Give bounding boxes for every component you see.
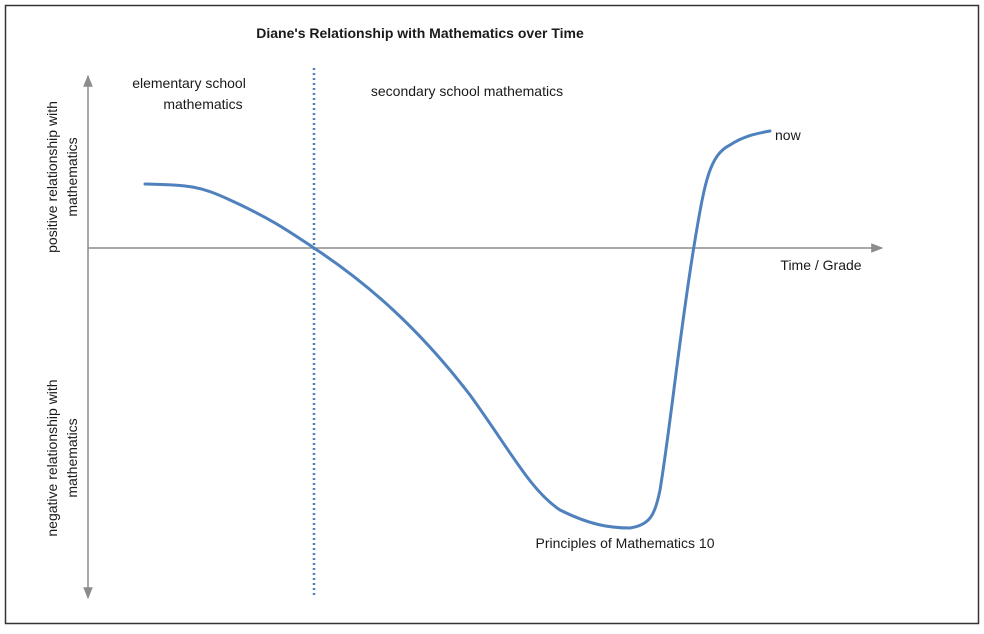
region-label: mathematics — [163, 96, 242, 112]
y-positive-label: mathematics — [64, 137, 80, 216]
y-positive-label: positive relationship with — [44, 101, 60, 253]
x-label: Time / Grade — [780, 257, 861, 273]
title: Diane's Relationship with Mathematics ov… — [256, 25, 584, 41]
relationship-curve — [143, 129, 772, 530]
y-negative-label: negative relationship with — [44, 379, 60, 536]
region-label: secondary school mathematics — [371, 83, 563, 99]
region-label: elementary school — [132, 75, 246, 91]
annotation: Principles of Mathematics 10 — [536, 535, 715, 551]
frame — [4, 4, 980, 625]
annotation: now — [775, 127, 802, 143]
y-negative-label: mathematics — [64, 418, 80, 497]
